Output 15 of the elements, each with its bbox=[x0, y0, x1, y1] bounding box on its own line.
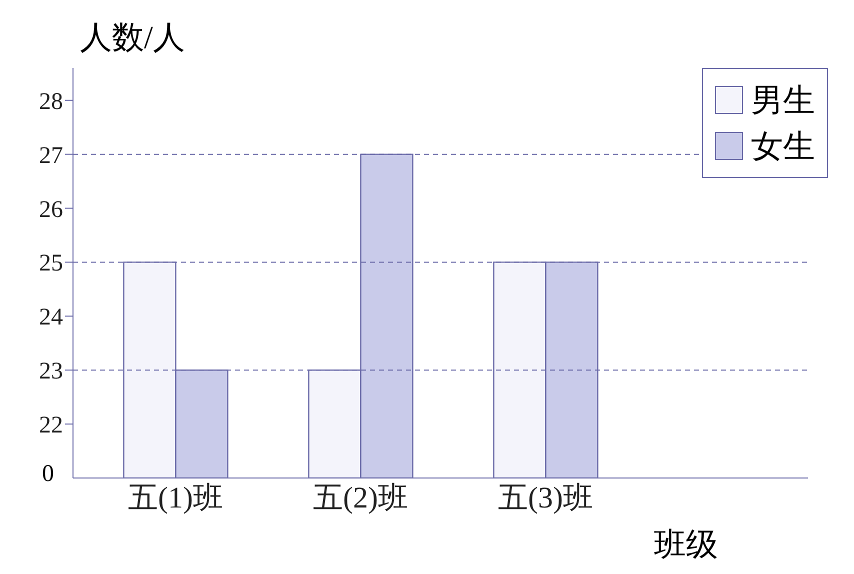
legend-label: 男生 bbox=[751, 81, 815, 120]
x-tick-label: 五(3)班 bbox=[498, 481, 593, 514]
text: 0 bbox=[42, 461, 54, 488]
y-tick-label: 27 bbox=[39, 142, 63, 169]
y-tick-label: 22 bbox=[39, 412, 63, 439]
y-tick-label: 26 bbox=[39, 196, 63, 223]
legend-label: 女生 bbox=[751, 127, 815, 166]
y-tick-label: 28 bbox=[39, 88, 63, 115]
y-axis-title: 人数/人 bbox=[80, 18, 185, 57]
y-tick-label: 24 bbox=[39, 304, 63, 331]
x-tick-label: 五(2)班 bbox=[313, 481, 408, 514]
y-tick-label: 25 bbox=[39, 250, 63, 277]
x-axis-title: 班级 bbox=[654, 525, 718, 564]
y-tick-label: 23 bbox=[39, 358, 63, 385]
x-tick-label: 五(1)班 bbox=[128, 481, 223, 514]
